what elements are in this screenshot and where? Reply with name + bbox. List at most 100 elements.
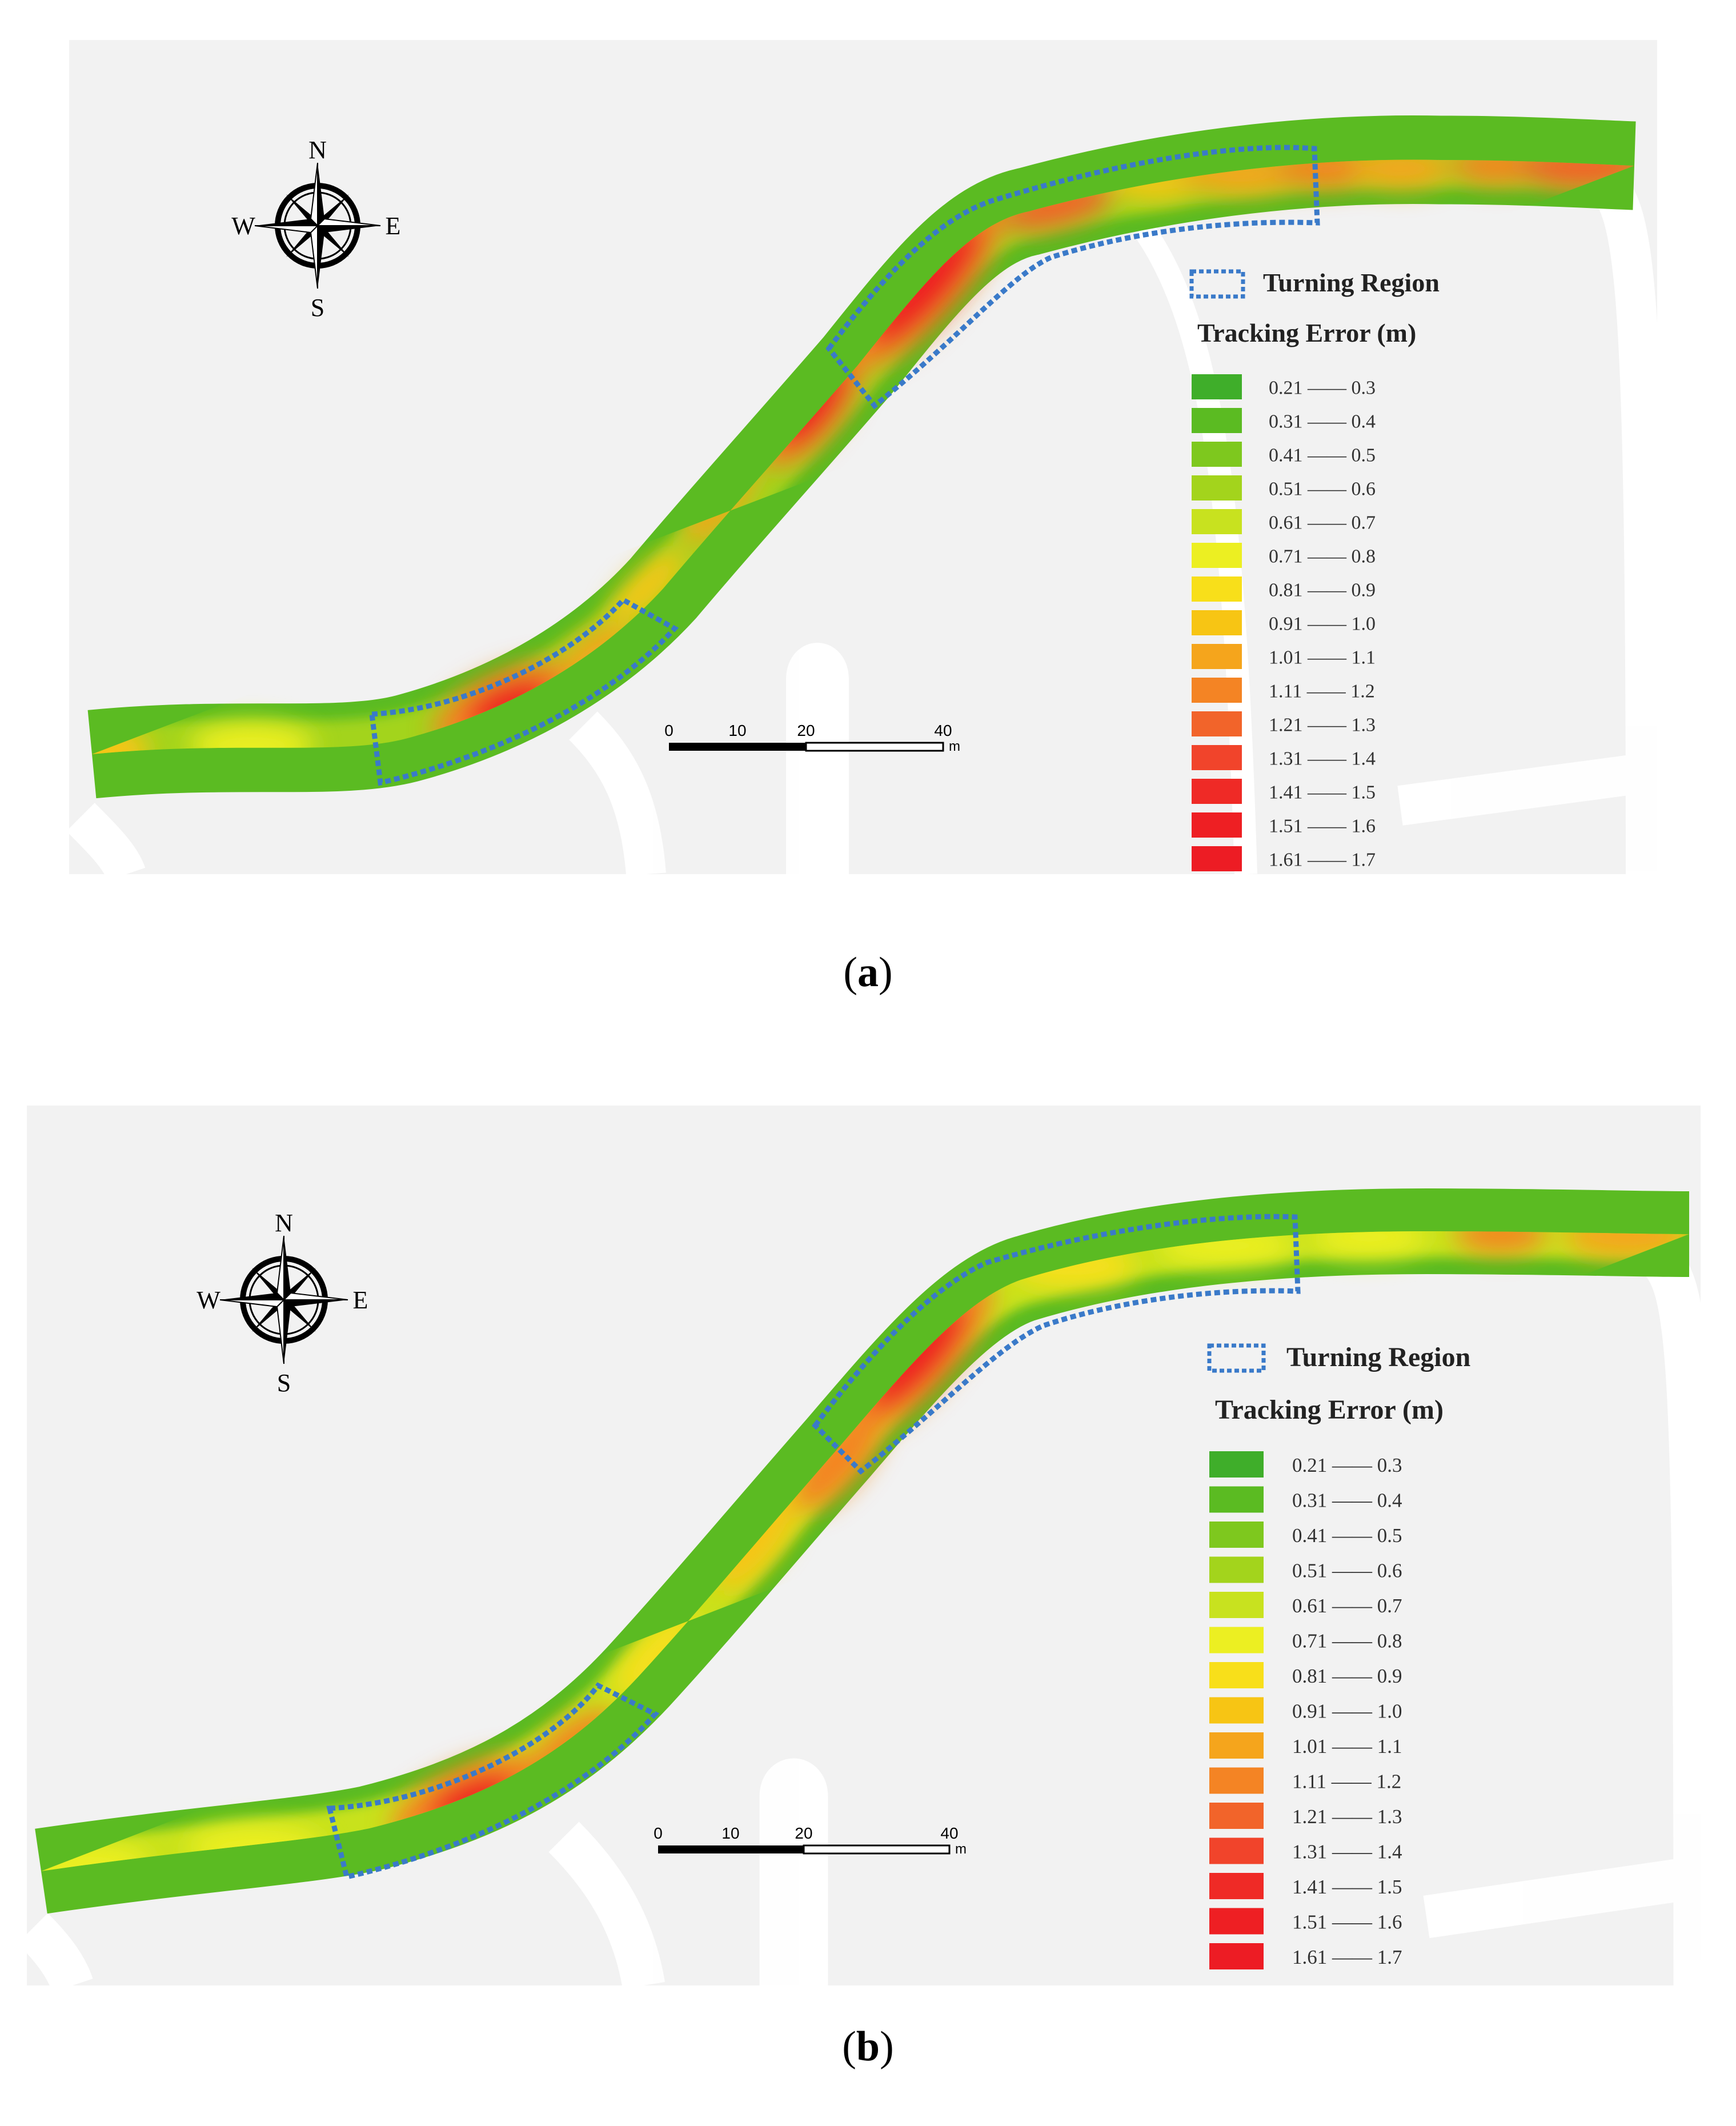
scale-tick-20: 20 <box>795 1824 812 1842</box>
legend-swatch <box>1192 812 1242 838</box>
legend-label: 1.21 —— 1.3 <box>1292 1805 1402 1828</box>
legend-swatch <box>1209 1627 1264 1653</box>
legend-swatch <box>1209 1732 1264 1759</box>
legend: Turning Region Tracking Error (m) 0.21 —… <box>1207 1342 1470 1969</box>
legend-label: 1.11 —— 1.2 <box>1269 680 1375 702</box>
compass-south: S <box>277 1369 291 1397</box>
legend-title: Tracking Error (m) <box>1215 1395 1444 1425</box>
compass-rose-icon: N S E W <box>231 136 400 322</box>
legend-swatch <box>1192 745 1242 770</box>
legend-label: 1.01 —— 1.1 <box>1269 647 1376 668</box>
legend-swatch <box>1209 1908 1264 1935</box>
legend-swatch <box>1192 711 1242 736</box>
legend-entries: 0.21 —— 0.3 0.31 —— 0.4 0.41 —— 0.5 0.51 ——… <box>1192 374 1376 871</box>
legend-swatch <box>1192 374 1242 399</box>
legend-label: 0.41 —— 0.5 <box>1269 445 1376 466</box>
legend-swatch <box>1209 1522 1264 1548</box>
legend-swatch <box>1192 408 1242 433</box>
legend-swatch <box>1209 1697 1264 1724</box>
compass-east: E <box>386 212 401 240</box>
legend: Turning Region Tracking Error (m) 0.21 —… <box>1189 268 1440 871</box>
legend-label: 1.61 —— 1.7 <box>1292 1946 1402 1968</box>
map-panel-a: N S E W 0 10 20 40 m Turning Region Trac… <box>69 40 1657 874</box>
legend-swatch <box>1209 1873 1264 1899</box>
legend-label: 1.51 —— 1.6 <box>1292 1911 1402 1933</box>
compass-north: N <box>275 1209 293 1237</box>
legend-swatch <box>1209 1486 1264 1513</box>
legend-swatch <box>1192 509 1242 534</box>
legend-swatch <box>1192 779 1242 804</box>
legend-swatch <box>1209 1592 1264 1618</box>
legend-label: 0.91 —— 1.0 <box>1269 613 1376 634</box>
legend-swatch <box>1192 475 1242 501</box>
caption-a-letter: a <box>857 949 879 996</box>
turning-region-swatch <box>1207 1343 1266 1373</box>
turning-region-label: Turning Region <box>1286 1342 1470 1372</box>
compass-south: S <box>311 294 324 322</box>
compass-rose-icon: N S E W <box>197 1209 368 1397</box>
legend-label: 1.61 —— 1.7 <box>1269 849 1376 870</box>
compass-north: N <box>308 136 327 164</box>
legend-label: 0.91 —— 1.0 <box>1292 1700 1402 1722</box>
scale-bar: 0 10 20 40 m <box>653 1824 967 1857</box>
legend-label: 0.31 —— 0.4 <box>1292 1489 1402 1511</box>
legend-label: 1.51 —— 1.6 <box>1269 815 1376 836</box>
legend-label: 1.31 —— 1.4 <box>1292 1840 1402 1863</box>
tracking-error-heatmap <box>87 115 1636 799</box>
legend-label: 0.41 —— 0.5 <box>1292 1524 1402 1547</box>
legend-label: 0.51 —— 0.6 <box>1292 1559 1402 1582</box>
scale-bar: 0 10 20 40 m <box>664 722 960 754</box>
legend-label: 1.11 —— 1.2 <box>1292 1770 1401 1792</box>
legend-label: 0.21 —— 0.3 <box>1292 1454 1402 1476</box>
legend-label: 0.21 —— 0.3 <box>1269 377 1376 398</box>
scale-tick-40: 40 <box>934 722 952 739</box>
legend-label: 0.61 —— 0.7 <box>1292 1595 1402 1617</box>
legend-entries: 0.21 —— 0.3 0.31 —— 0.4 0.41 —— 0.5 0.51 ——… <box>1209 1451 1402 1969</box>
legend-swatch <box>1192 846 1242 871</box>
scale-tick-40: 40 <box>940 1824 958 1842</box>
legend-label: 0.81 —— 0.9 <box>1292 1665 1402 1687</box>
legend-swatch <box>1209 1803 1264 1829</box>
legend-swatch <box>1209 1662 1264 1688</box>
legend-label: 0.71 —— 0.8 <box>1292 1629 1402 1652</box>
map-panel-b: N S E W 0 10 20 40 m Turning Region Trac… <box>27 1106 1701 1985</box>
turning-regions <box>326 1214 1301 1880</box>
legend-label: 1.41 —— 1.5 <box>1292 1876 1402 1898</box>
turning-region-swatch <box>1189 269 1245 299</box>
scale-tick-10: 10 <box>721 1824 739 1842</box>
legend-label: 0.31 —— 0.4 <box>1269 411 1376 432</box>
caption-a: (a) <box>843 949 893 996</box>
legend-label: 0.71 —— 0.8 <box>1269 546 1376 567</box>
legend-swatch <box>1192 644 1242 669</box>
caption-b-letter: b <box>856 2023 880 2070</box>
legend-swatch <box>1209 1837 1264 1864</box>
scale-unit: m <box>955 1841 967 1857</box>
legend-swatch <box>1209 1556 1264 1583</box>
legend-swatch <box>1192 543 1242 568</box>
legend-label: 0.51 —— 0.6 <box>1269 478 1376 499</box>
compass-west: W <box>197 1286 220 1314</box>
legend-swatch <box>1192 576 1242 602</box>
legend-title: Tracking Error (m) <box>1197 318 1416 347</box>
legend-label: 0.81 —— 0.9 <box>1269 579 1376 600</box>
legend-label: 1.41 —— 1.5 <box>1269 782 1376 803</box>
compass-west: W <box>231 212 255 240</box>
scale-unit: m <box>949 739 960 754</box>
legend-swatch <box>1209 1943 1264 1969</box>
turning-region-label: Turning Region <box>1263 268 1440 297</box>
legend-swatch <box>1192 678 1242 703</box>
legend-swatch <box>1209 1451 1264 1478</box>
compass-east: E <box>353 1286 368 1314</box>
legend-swatch <box>1192 610 1242 635</box>
caption-b: (b) <box>842 2023 894 2070</box>
scale-tick-20: 20 <box>797 722 815 739</box>
scale-tick-10: 10 <box>728 722 746 739</box>
tracking-error-heatmap <box>35 1188 1690 1914</box>
turning-regions <box>368 145 1320 786</box>
legend-label: 1.21 —— 1.3 <box>1269 714 1376 735</box>
legend-label: 1.01 —— 1.1 <box>1292 1735 1402 1757</box>
legend-label: 0.61 —— 0.7 <box>1269 512 1376 533</box>
scale-tick-0: 0 <box>664 722 673 739</box>
legend-swatch <box>1209 1767 1264 1794</box>
scale-tick-0: 0 <box>653 1824 663 1842</box>
